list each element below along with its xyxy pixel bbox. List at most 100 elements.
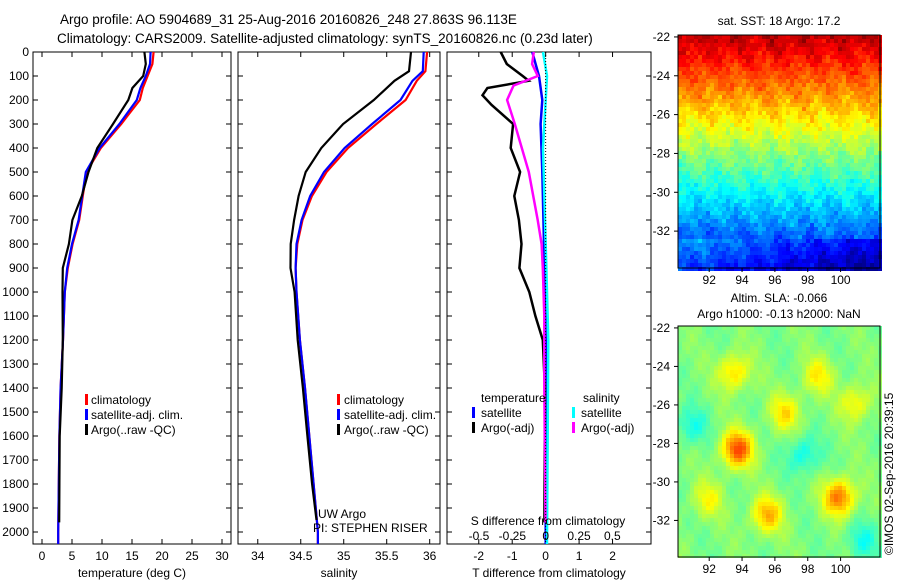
map-cell [718,374,722,378]
map-cell [790,175,794,179]
map-cell [810,338,814,342]
map-cell [682,342,686,346]
map-cell [730,406,734,410]
map-cell [814,454,818,458]
map-cell [758,231,762,235]
map-cell [782,247,786,251]
map-cell [766,167,770,171]
map-cell [846,402,850,406]
map-cell [802,227,806,231]
map-cell [686,434,690,438]
map-cell [678,422,682,426]
map-cell [870,211,874,215]
map-cell [694,251,698,255]
map-cell [842,187,846,191]
map-cell [846,51,850,55]
map-cell [790,374,794,378]
map-cell [874,235,878,239]
map-cell [774,231,778,235]
map-cell [826,99,830,103]
map-cell [766,83,770,87]
map-cell [762,402,766,406]
map-cell [826,151,830,155]
map-cell [802,454,806,458]
map-cell [874,47,878,51]
map-cell [862,111,866,115]
map-cell [858,95,862,99]
map-cell [782,51,786,55]
map-cell [770,231,774,235]
map-cell [862,450,866,454]
map-cell [778,406,782,410]
map-cell [822,179,826,183]
map-cell [850,215,854,219]
map-cell [762,139,766,143]
map-cell [854,358,858,362]
map-cell [834,75,838,79]
map-cell [818,51,822,55]
map-cell [734,87,738,91]
map-cell [710,47,714,51]
map-cell [794,362,798,366]
map-cell [862,131,866,135]
map-cell [822,231,826,235]
map-cell [722,390,726,394]
map-cell [846,442,850,446]
map-cell [698,247,702,251]
map-cell [742,39,746,43]
map-cell [714,239,718,243]
map-cell [862,195,866,199]
map-cell [694,414,698,418]
map-cell [842,227,846,231]
map-cell [794,326,798,330]
map-cell [778,326,782,330]
map-cell [786,422,790,426]
map-cell [730,446,734,450]
map-cell [798,43,802,47]
map-cell [802,426,806,430]
map-cell [826,115,830,119]
map-cell [810,111,814,115]
map-cell [678,131,682,135]
map-cell [806,75,810,79]
map-cell [750,87,754,91]
map-cell [682,91,686,95]
map-cell [854,71,858,75]
map-cell [702,239,706,243]
map-cell [798,151,802,155]
map-cell [858,227,862,231]
map-cell [802,390,806,394]
map-cell [730,51,734,55]
map-cell [766,430,770,434]
map-cell [714,175,718,179]
map-cell [702,330,706,334]
map-cell [826,354,830,358]
map-cell [718,143,722,147]
map-cell [826,438,830,442]
map-cell [806,374,810,378]
map-cell [842,203,846,207]
map-cell [722,406,726,410]
map-cell [754,454,758,458]
map-cell [854,243,858,247]
map-cell [834,151,838,155]
map-cell [762,247,766,251]
map-cell [786,183,790,187]
map-cell [854,99,858,103]
map-cell [690,374,694,378]
map-cell [782,422,786,426]
map-cell [782,366,786,370]
map-cell [722,454,726,458]
map-cell [822,362,826,366]
map-cell [682,366,686,370]
map-cell [758,83,762,87]
map-cell [750,330,754,334]
map-cell [706,175,710,179]
map-cell [838,39,842,43]
map-cell [762,243,766,247]
map-cell [686,390,690,394]
map-cell [858,231,862,235]
map-cell [818,330,822,334]
map-cell [834,199,838,203]
map-cell [770,426,774,430]
